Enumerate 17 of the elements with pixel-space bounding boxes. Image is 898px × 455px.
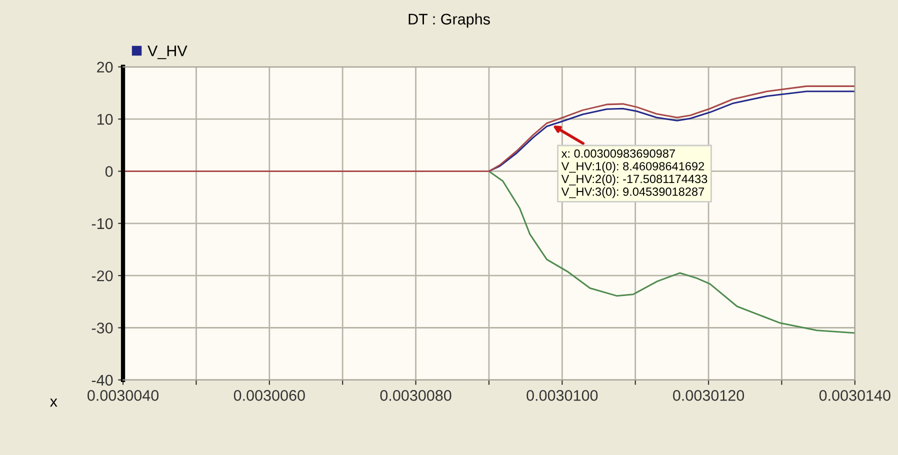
legend-label: V_HV xyxy=(148,46,188,60)
x-tick-label: 0.0030120 xyxy=(673,390,744,401)
y-tick-label: -30 xyxy=(92,322,113,334)
x-tick-label: 0.0030100 xyxy=(526,390,598,401)
x-tick-label: 0.0030080 xyxy=(380,390,452,401)
x-tick-label: 0.0030060 xyxy=(234,390,305,401)
y-tick-label: 10 xyxy=(97,114,113,125)
y-tick-label: -20 xyxy=(92,270,113,282)
x-tick-label: 0.0030140 xyxy=(819,390,890,401)
x-axis-title: x xyxy=(50,398,58,407)
x-tick-label: 0.0030040 xyxy=(88,390,159,401)
y-tick-label: -40 xyxy=(92,374,113,386)
chart-title: DT : Graphs xyxy=(408,13,490,28)
y-tick-label: 20 xyxy=(97,62,113,73)
annotation: x: 0.00300983690987 V_HV:1(0): 8.46098641692 V_HV:2(0): -17.5081174433 V_HV:3(0): 9.04539018287 xyxy=(561,149,708,198)
y-tick-label: -10 xyxy=(92,218,113,230)
y-tick-label: 0 xyxy=(105,166,113,177)
